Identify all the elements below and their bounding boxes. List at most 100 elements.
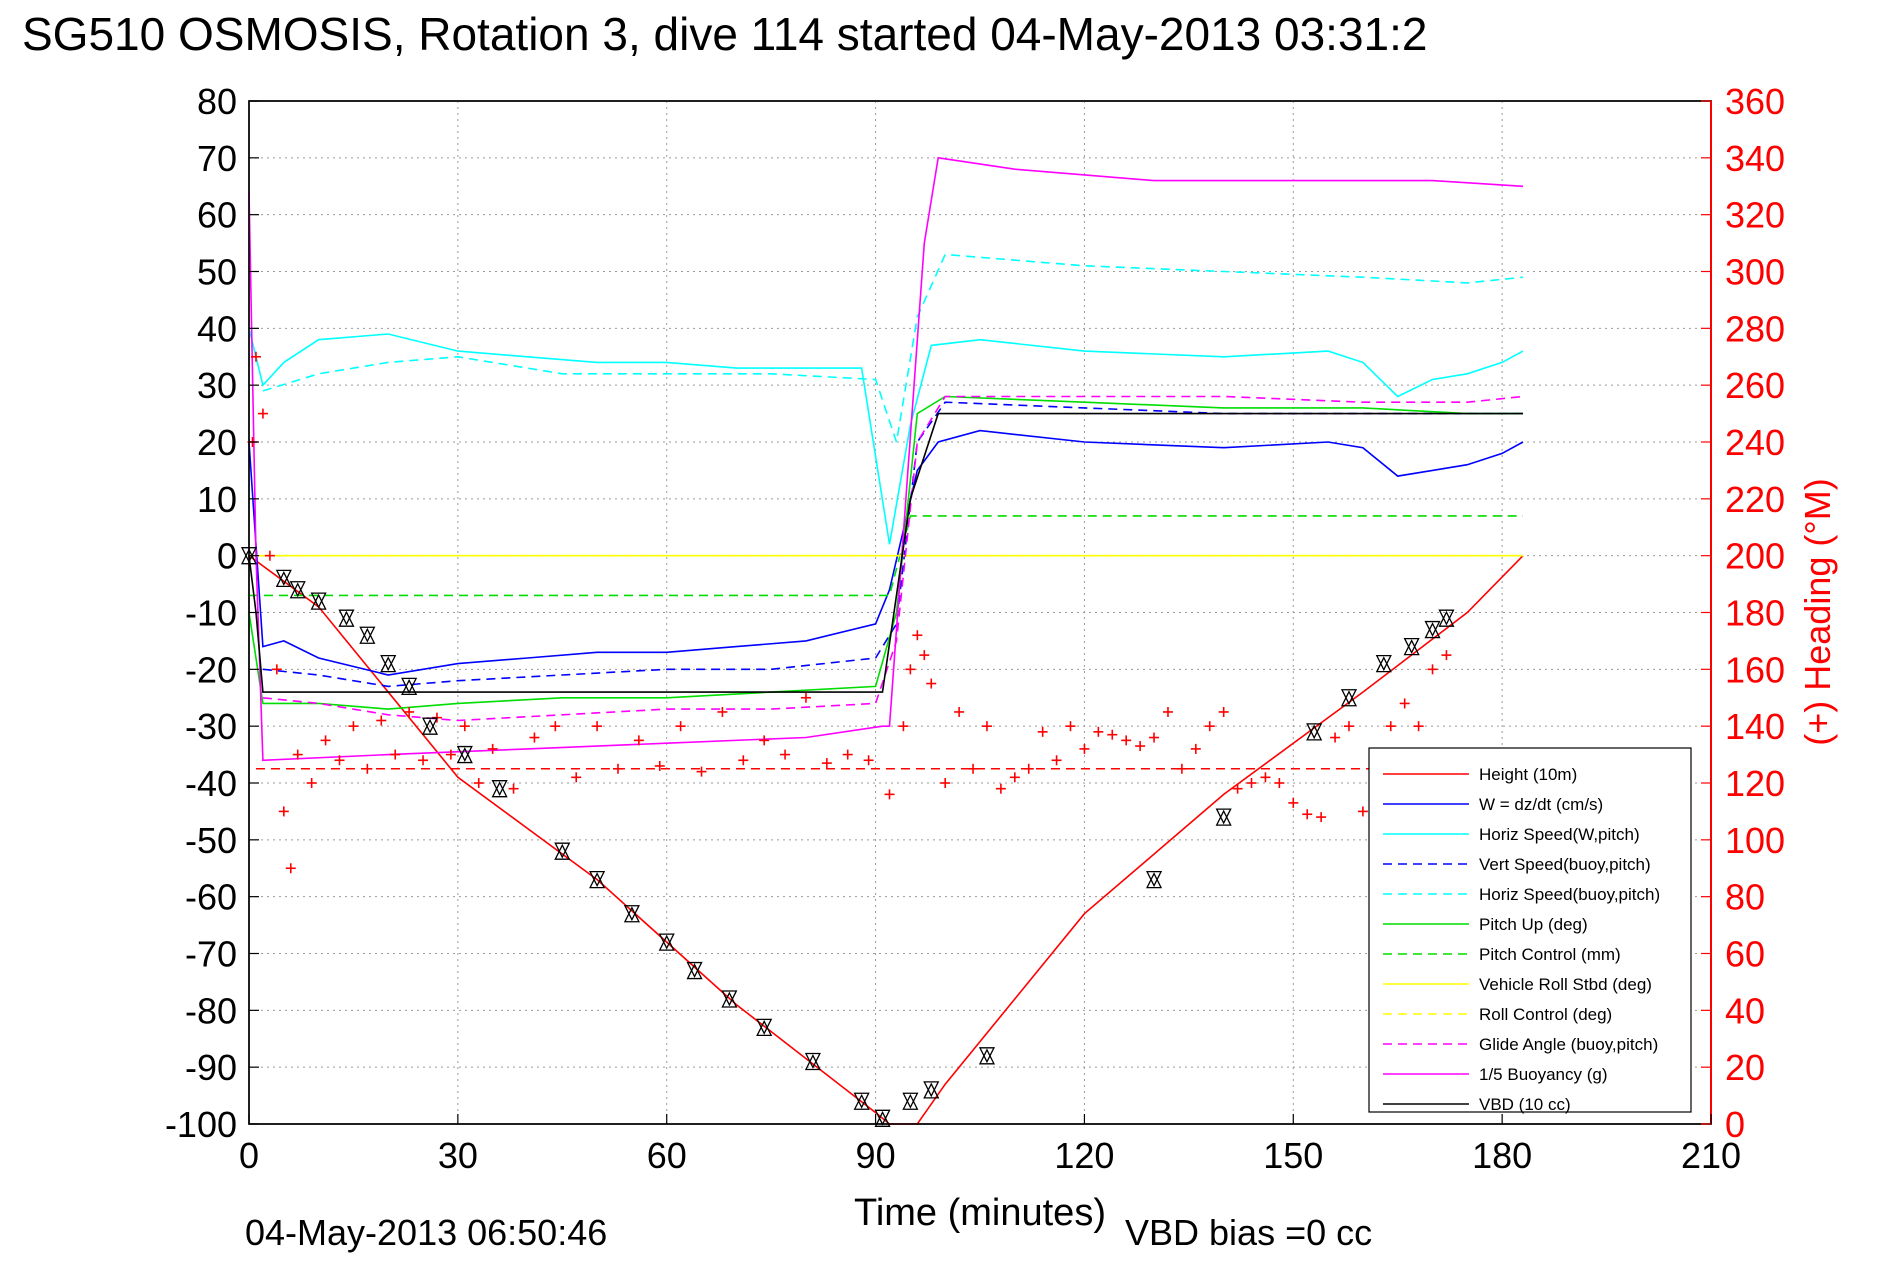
heading-point	[1051, 755, 1062, 766]
heading-point	[1413, 721, 1424, 732]
heading-point	[1162, 706, 1173, 717]
heading-point	[1357, 806, 1368, 817]
heading-point	[717, 706, 728, 717]
depth-marker	[456, 745, 473, 764]
y-axis-right-label: (+) Heading (°M)	[1797, 478, 1838, 745]
heading-point	[1343, 721, 1354, 732]
legend-item-horiz_buoy: Horiz Speed(buoy,pitch)	[1383, 885, 1660, 904]
heading-point	[487, 743, 498, 754]
depth-marker	[623, 905, 640, 923]
x-tick-label: 30	[438, 1135, 478, 1176]
heading-point	[759, 735, 770, 746]
heading-point	[696, 766, 707, 777]
y-right-tick-label: 160	[1725, 649, 1785, 690]
y-right-tick-label: 180	[1725, 593, 1785, 634]
y-right-tick-label: 40	[1725, 990, 1765, 1031]
y-tick-label: -80	[185, 990, 237, 1031]
y-right-tick-label: 0	[1725, 1104, 1745, 1145]
heading-point	[1065, 721, 1076, 732]
heading-point	[738, 755, 749, 766]
depth-marker	[804, 1052, 821, 1071]
heading-point	[1302, 809, 1313, 820]
depth-marker	[721, 990, 738, 1008]
depth-marker	[1375, 655, 1392, 673]
legend: Height (10m) W = dz/dt (cm/s) Horiz Speed(…	[1368, 747, 1692, 1114]
heading-point	[418, 755, 429, 766]
y-right-tick-label: 60	[1725, 934, 1765, 975]
legend-item-vbd: VBD (10 cc)	[1383, 1095, 1571, 1114]
heading-point	[292, 749, 303, 760]
depth-marker	[1215, 808, 1232, 826]
series-line-vbd	[248, 412, 1523, 693]
heading-point	[1079, 743, 1090, 754]
heading-point	[271, 664, 282, 675]
series-line-w	[248, 429, 1524, 676]
heading-point	[278, 806, 289, 817]
heading-point	[445, 749, 456, 760]
heading-point	[404, 706, 415, 717]
heading-point	[1037, 726, 1048, 737]
depth-marker	[338, 609, 355, 627]
heading-point	[1246, 778, 1257, 788]
heading-point	[1288, 797, 1299, 808]
heading-point	[473, 778, 484, 788]
y-right-tick-label: 120	[1725, 763, 1785, 804]
heading-point	[1009, 772, 1020, 783]
heading-point	[1121, 735, 1132, 746]
depth-marker	[902, 1092, 919, 1110]
y-right-tick-label: 340	[1725, 138, 1785, 179]
heading-point	[1218, 706, 1229, 717]
series-line-horiz_buoy	[262, 253, 1524, 443]
depth-marker	[554, 842, 571, 860]
legend-label: Pitch Control (mm)	[1479, 945, 1621, 964]
heading-point	[376, 715, 387, 726]
legend-label: 1/5 Buoyancy (g)	[1479, 1065, 1608, 1084]
heading-point	[257, 408, 268, 419]
heading-point	[912, 630, 923, 641]
y-right-tick-label: 320	[1725, 195, 1785, 236]
x-tick-label: 90	[856, 1135, 896, 1176]
heading-point	[821, 758, 832, 769]
y-right-tick-label: 140	[1725, 706, 1785, 747]
heading-point	[306, 778, 317, 788]
series-line-horiz_w	[248, 328, 1524, 545]
depth-marker	[380, 655, 397, 673]
legend-item-buoyancy: 1/5 Buoyancy (g)	[1383, 1065, 1608, 1084]
legend-label: Pitch Up (deg)	[1479, 915, 1588, 934]
y-tick-label: -100	[165, 1104, 237, 1145]
depth-marker	[686, 961, 703, 980]
legend-item-w: W = dz/dt (cm/s)	[1383, 795, 1603, 814]
legend-item-vert_buoy: Vert Speed(buoy,pitch)	[1383, 855, 1651, 874]
legend-item-pitch_control: Pitch Control (mm)	[1383, 945, 1621, 964]
series-line-pitch_control	[249, 515, 1523, 597]
depth-marker	[289, 581, 306, 599]
heading-point	[633, 735, 644, 746]
heading-point	[362, 763, 373, 774]
legend-label: Roll Control (deg)	[1479, 1005, 1612, 1024]
depth-marker	[978, 1047, 996, 1065]
heading-point	[1316, 812, 1327, 823]
depth-marker	[275, 569, 292, 588]
heading-point	[1427, 664, 1438, 675]
heading-point	[250, 351, 261, 362]
heading-point	[1093, 726, 1104, 737]
chart-title: SG510 OSMOSIS, Rotation 3, dive 114 star…	[22, 8, 1428, 60]
heading-point	[1330, 732, 1341, 743]
y-tick-label: -30	[185, 706, 237, 747]
depth-marker	[1340, 689, 1358, 707]
heading-point	[1399, 698, 1410, 709]
y-tick-label: -70	[185, 934, 237, 975]
heading-point	[968, 763, 979, 774]
heading-point	[320, 735, 331, 746]
depth-marker	[756, 1018, 773, 1037]
heading-point	[1107, 729, 1118, 740]
heading-point	[550, 721, 561, 732]
y-right-tick-label: 260	[1725, 365, 1785, 406]
y-tick-label: -20	[185, 649, 237, 690]
y-tick-label: 20	[197, 422, 237, 463]
heading-point	[675, 721, 686, 732]
y-tick-label: -40	[185, 763, 237, 804]
heading-point	[800, 692, 811, 703]
y-tick-label: 40	[197, 308, 237, 349]
heading-point	[529, 732, 540, 743]
